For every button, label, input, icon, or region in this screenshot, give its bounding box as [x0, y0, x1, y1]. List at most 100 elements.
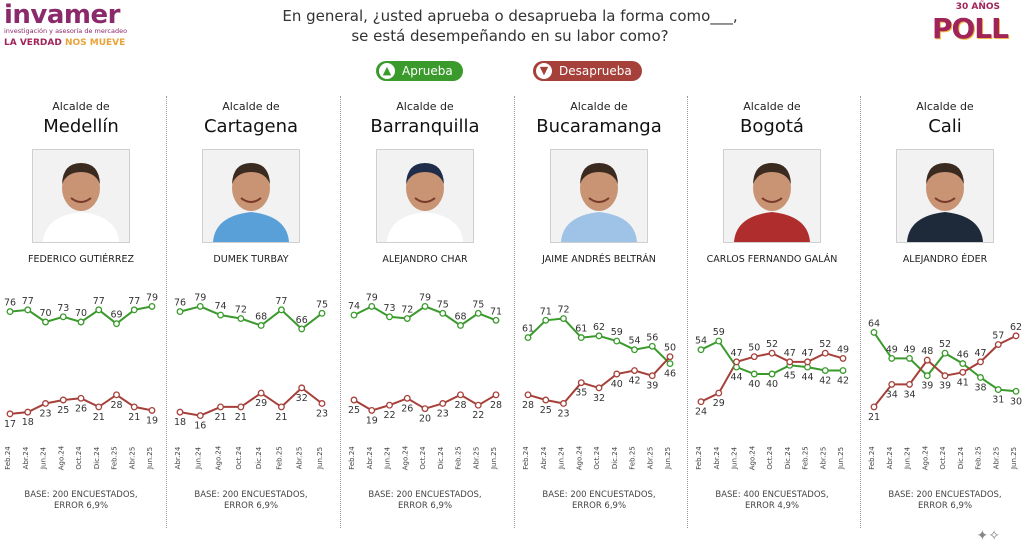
approve-point	[524, 334, 532, 342]
disapprove-data-label: 16	[194, 421, 206, 432]
approve-data-label: 40	[748, 379, 760, 390]
question-line-1: En general, ¿usted aprueba o desaprueba …	[282, 7, 738, 25]
x-tick-label: Jun.24	[40, 446, 48, 470]
disapprove-data-label: 28	[110, 400, 122, 411]
x-tick-label: Feb.25	[111, 446, 119, 470]
disapprove-data-label: 29	[255, 398, 267, 409]
approve-point	[888, 354, 896, 362]
approve-point	[577, 334, 585, 342]
brand-slogan: LA VERDAD NOS MUEVE	[4, 37, 144, 49]
disapprove-point	[368, 406, 376, 414]
disapprove-data-label: 29	[713, 398, 725, 409]
x-tick-label: Jun.24	[558, 446, 566, 470]
x-tick-label: Abr.25	[472, 447, 480, 470]
x-tick-label: Abr.25	[819, 447, 827, 470]
x-tick-label: Feb.24	[695, 446, 703, 470]
disapprove-data-label: 28	[490, 400, 502, 411]
disapprove-point	[888, 380, 896, 388]
x-tick-label: Jun.24	[904, 446, 912, 470]
mayor-name: DUMEK TURBAY	[213, 254, 289, 265]
approve-point	[906, 354, 913, 362]
disapprove-point	[1012, 332, 1020, 340]
approval-chart: 76 77 70 73 70 77 69 77 79 17 18 23 25 26 21 28 21 19 Feb.…	[4, 292, 158, 470]
poll-name: POLL	[931, 12, 1009, 45]
disapprove-data-label: 21	[93, 412, 105, 423]
approval-chart: 64 49 49 39 52 46 38 31 30 21 34 34 48 39 41 47 57 62 Feb.…	[868, 318, 1022, 470]
x-tick-label: Ago.24	[921, 445, 929, 470]
disapprove-data-label: 50	[664, 343, 676, 354]
approve-data-label: 46	[957, 350, 969, 361]
approve-data-label: 70	[39, 308, 51, 319]
approve-point	[237, 315, 245, 322]
base-error: ERROR 6,9%	[917, 501, 973, 511]
approve-data-label: 71	[490, 306, 502, 317]
disapprove-point	[176, 408, 184, 416]
legend-approve: ▲ Aprueba	[376, 61, 463, 81]
approve-point	[148, 302, 156, 310]
x-tick-label: Dic.24	[611, 446, 619, 469]
role-label: Alcalde de	[570, 100, 628, 113]
mayor-photo	[376, 149, 474, 243]
x-tick-label: Dic.24	[437, 446, 445, 469]
disapprove-data-label: 23	[316, 408, 328, 419]
approve-point	[923, 372, 931, 380]
disapprove-point	[457, 391, 464, 399]
disapprove-point	[95, 403, 103, 411]
x-tick-label: Jun.25	[316, 447, 324, 470]
x-tick-label: Jun.25	[146, 447, 154, 470]
disapprove-data-label: 50	[748, 343, 760, 354]
disapprove-data-label: 52	[819, 339, 831, 350]
disapprove-point	[257, 389, 265, 397]
x-tick-label: Abr.25	[992, 447, 1000, 470]
approve-data-label: 79	[146, 292, 158, 303]
x-tick-label: Ago.24	[57, 445, 65, 470]
approve-point	[368, 302, 376, 310]
disapprove-point	[666, 353, 674, 361]
x-tick-label: Dic.24	[255, 446, 263, 469]
approve-point	[648, 342, 656, 350]
approve-point	[386, 313, 393, 321]
disapprove-data-label: 25	[540, 405, 552, 416]
city-name: Cartagena	[203, 116, 299, 137]
mayor-photo	[32, 149, 130, 243]
x-tick-label: Jun.25	[1010, 447, 1018, 470]
question-line-2: se está desempeñando en su labor como?	[351, 27, 669, 45]
role-label: Alcalde de	[916, 100, 974, 113]
disapprove-data-label: 23	[557, 408, 569, 419]
x-tick-label: Ago.24	[575, 445, 583, 470]
approve-data-label: 69	[110, 310, 122, 321]
approve-point	[595, 332, 603, 340]
base-size: BASE: 200 ENCUESTADOS,	[368, 490, 482, 500]
approve-data-label: 70	[75, 308, 87, 319]
disapprove-data-label: 34	[886, 389, 898, 400]
sample-base: BASE: 200 ENCUESTADOS, ERROR 6,9%	[860, 490, 1024, 512]
x-tick-label: Abr.25	[646, 447, 654, 470]
disapprove-point	[870, 403, 878, 411]
disapprove-point	[130, 403, 138, 411]
approve-point	[457, 322, 464, 329]
x-tick-label: Jun.25	[837, 447, 845, 470]
disapprove-data-label: 42	[628, 376, 640, 387]
person-portrait-icon	[33, 150, 129, 242]
disapprove-point	[941, 372, 949, 380]
approve-point	[196, 302, 204, 310]
approve-point	[439, 309, 447, 317]
disapprove-data-label: 24	[695, 407, 707, 418]
approve-point	[257, 322, 265, 329]
approve-data-label: 74	[348, 301, 360, 312]
approve-data-label: 75	[472, 299, 484, 310]
disapprove-point	[906, 380, 913, 388]
role-label: Alcalde de	[52, 100, 110, 113]
base-error: ERROR 6,9%	[571, 501, 627, 511]
disapprove-point	[421, 405, 429, 413]
approve-data-label: 39	[921, 381, 933, 392]
mayor-photo	[896, 149, 994, 243]
disapprove-data-label: 39	[646, 381, 658, 392]
x-tick-label: Oct.24	[75, 446, 83, 470]
disapprove-point	[59, 396, 67, 404]
x-tick-label: Oct.24	[235, 446, 243, 470]
role-label: Alcalde de	[743, 100, 801, 113]
thumbs-down-icon: ▼	[536, 63, 552, 79]
approve-data-label: 68	[255, 311, 267, 322]
city-name: Bucaramanga	[536, 116, 662, 137]
